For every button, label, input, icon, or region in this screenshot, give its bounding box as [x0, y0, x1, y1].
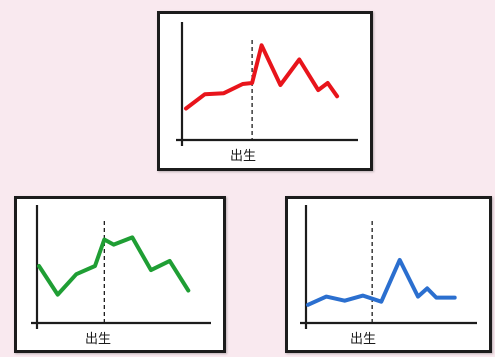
chart-canvas [176, 22, 358, 146]
birth-marker-label: 出生 [350, 332, 377, 347]
chart-panel-bottom-left: 出生 [14, 196, 226, 353]
series-line [184, 43, 340, 111]
chart-panel-top: 出生 [157, 11, 373, 171]
birth-marker-label: 出生 [85, 332, 112, 347]
chart-canvas [300, 205, 477, 329]
chart-canvas [31, 205, 211, 329]
birth-marker-label: 出生 [230, 149, 257, 164]
chart-panel-bottom-right: 出生 [285, 196, 492, 353]
series-line [37, 235, 191, 297]
series-line [306, 257, 457, 307]
